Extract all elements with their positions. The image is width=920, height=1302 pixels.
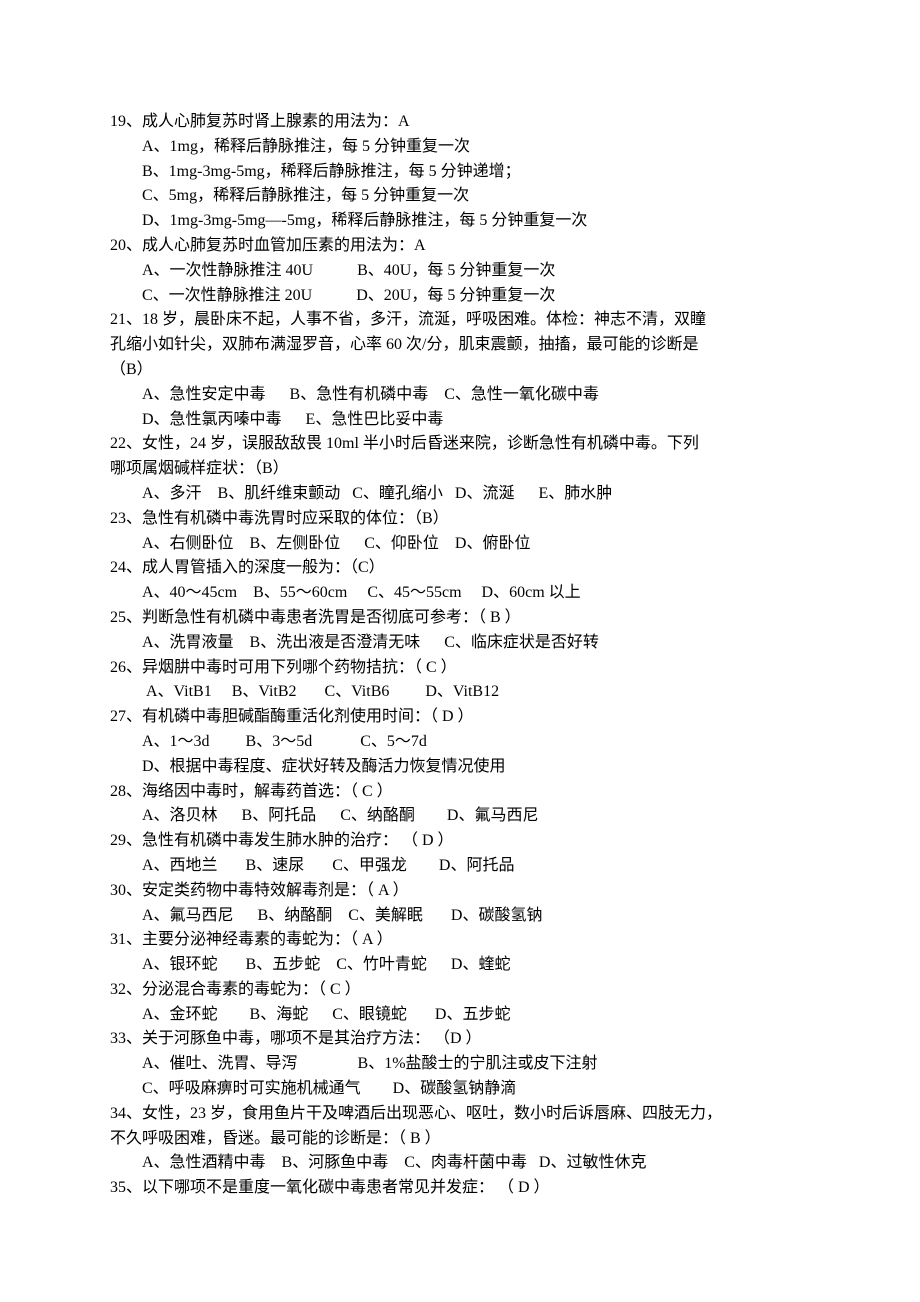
question-stem-cont: 不久呼吸困难，昏迷。最可能的诊断是：（ B ） bbox=[110, 1127, 800, 1152]
question-stem: 19、成人心肺复苏时肾上腺素的用法为：A bbox=[110, 110, 800, 135]
question-option: C、呼吸麻痹时可实施机械通气 D、碳酸氢钠静滴 bbox=[110, 1077, 800, 1102]
question-option: D、根据中毒程度、症状好转及酶活力恢复情况使用 bbox=[110, 755, 800, 780]
question-option: D、急性氯丙嗪中毒 E、急性巴比妥中毒 bbox=[110, 408, 800, 433]
question-option: A、40～45cm B、55～60cm C、45～55cm D、60cm 以上 bbox=[110, 581, 800, 606]
question-stem: 33、关于河豚鱼中毒，哪项不是其治疗方法： （D ） bbox=[110, 1027, 800, 1052]
question-stem-cont: （B） bbox=[110, 358, 800, 383]
question-option: A、1mg，稀释后静脉推注，每 5 分钟重复一次 bbox=[110, 135, 800, 160]
question-option: A、金环蛇 B、海蛇 C、眼镜蛇 D、五步蛇 bbox=[110, 1003, 800, 1028]
question-stem: 26、异烟肼中毒时可用下列哪个药物拮抗：（ C ） bbox=[110, 656, 800, 681]
question-stem: 35、以下哪项不是重度一氧化碳中毒患者常见并发症： （ D ） bbox=[110, 1176, 800, 1201]
question-option: A、右侧卧位 B、左侧卧位 C、仰卧位 D、俯卧位 bbox=[110, 532, 800, 557]
question-option: A、一次性静脉推注 40U B、40U，每 5 分钟重复一次 bbox=[110, 259, 800, 284]
question-option: A、急性酒精中毒 B、河豚鱼中毒 C、肉毒杆菌中毒 D、过敏性休克 bbox=[110, 1151, 800, 1176]
question-stem: 20、成人心肺复苏时血管加压素的用法为：A bbox=[110, 234, 800, 259]
question-stem-cont: 哪项属烟碱样症状：（B） bbox=[110, 457, 800, 482]
question-stem: 28、海络因中毒时，解毒药首选：（ C ） bbox=[110, 780, 800, 805]
question-option: A、洛贝林 B、阿托品 C、纳酪酮 D、氟马西尼 bbox=[110, 804, 800, 829]
question-option: C、一次性静脉推注 20U D、20U，每 5 分钟重复一次 bbox=[110, 284, 800, 309]
question-option: A、西地兰 B、速尿 C、甲强龙 D、阿托品 bbox=[110, 854, 800, 879]
question-option: A、银环蛇 B、五步蛇 C、竹叶青蛇 D、蝰蛇 bbox=[110, 953, 800, 978]
question-stem: 31、主要分泌神经毒素的毒蛇为：（ A ） bbox=[110, 928, 800, 953]
question-option: D、1mg-3mg-5mg—-5mg，稀释后静脉推注，每 5 分钟重复一次 bbox=[110, 209, 800, 234]
question-stem: 32、分泌混合毒素的毒蛇为：（ C ） bbox=[110, 978, 800, 1003]
question-option: A、VitB1 B、VitB2 C、VitB6 D、VitB12 bbox=[110, 680, 800, 705]
question-option: C、5mg，稀释后静脉推注，每 5 分钟重复一次 bbox=[110, 184, 800, 209]
question-stem: 25、判断急性有机磷中毒患者洗胃是否彻底可参考：（ B ） bbox=[110, 606, 800, 631]
exam-document: 19、成人心肺复苏时肾上腺素的用法为：AA、1mg，稀释后静脉推注，每 5 分钟… bbox=[110, 110, 800, 1201]
question-stem: 21、18 岁，晨卧床不起，人事不省，多汗，流涎，呼吸困难。体检：神志不清，双瞳 bbox=[110, 308, 800, 333]
question-stem: 30、安定类药物中毒特效解毒剂是：（ A ） bbox=[110, 879, 800, 904]
question-stem: 22、女性，24 岁，误服敌敌畏 10ml 半小时后昏迷来院，诊断急性有机磷中毒… bbox=[110, 432, 800, 457]
question-option: A、洗胃液量 B、洗出液是否澄清无味 C、临床症状是否好转 bbox=[110, 631, 800, 656]
question-stem: 23、急性有机磷中毒洗胃时应采取的体位：（B） bbox=[110, 507, 800, 532]
question-option: A、氟马西尼 B、纳酪酮 C、美解眠 D、碳酸氢钠 bbox=[110, 904, 800, 929]
question-stem: 27、有机磷中毒胆碱酯酶重活化剂使用时间：（ D ） bbox=[110, 705, 800, 730]
question-option: A、催吐、洗胃、导泻 B、1%盐酸士的宁肌注或皮下注射 bbox=[110, 1052, 800, 1077]
question-stem: 29、急性有机磷中毒发生肺水肿的治疗： （ D ） bbox=[110, 829, 800, 854]
question-option: A、1～3d B、3～5d C、5～7d bbox=[110, 730, 800, 755]
question-option: B、1mg-3mg-5mg，稀释后静脉推注，每 5 分钟递增； bbox=[110, 160, 800, 185]
question-option: A、多汗 B、肌纤维束颤动 C、瞳孔缩小 D、流涎 E、肺水肿 bbox=[110, 482, 800, 507]
question-option: A、急性安定中毒 B、急性有机磷中毒 C、急性一氧化碳中毒 bbox=[110, 383, 800, 408]
question-stem: 24、成人胃管插入的深度一般为：（C） bbox=[110, 556, 800, 581]
question-stem: 34、女性，23 岁，食用鱼片干及啤酒后出现恶心、呕吐，数小时后诉唇麻、四肢无力… bbox=[110, 1102, 800, 1127]
question-stem-cont: 孔缩小如针尖，双肺布满湿罗音，心率 60 次/分，肌束震颤，抽搐，最可能的诊断是 bbox=[110, 333, 800, 358]
